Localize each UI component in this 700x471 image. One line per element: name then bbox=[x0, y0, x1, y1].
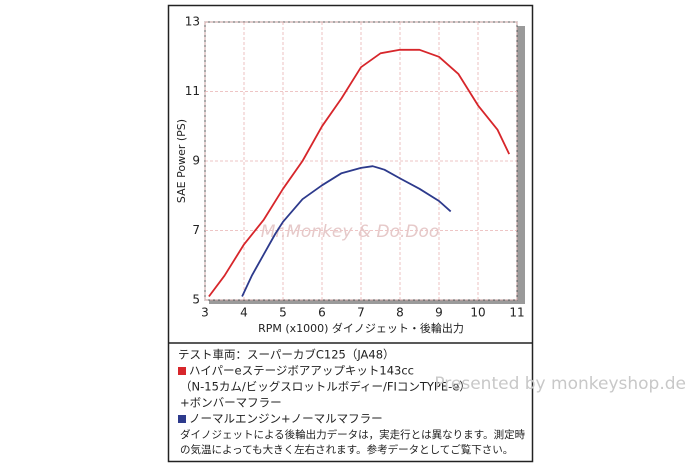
y-tick-label: 11 bbox=[185, 84, 200, 98]
y-axis-label: SAE Power (PS) bbox=[175, 119, 188, 203]
x-axis-label: RPM (x1000) ダイノジェット・後輪出力 bbox=[258, 321, 464, 335]
legend-swatch bbox=[178, 415, 186, 423]
legend-note: （N-15カム/ビッグスロットルボディー/FIコンTYPE-e） bbox=[180, 380, 471, 394]
x-tick-label: 7 bbox=[357, 306, 365, 320]
chart-watermark: Mr.Monkey & Do.Doo bbox=[261, 222, 440, 242]
y-tick-label: 7 bbox=[192, 223, 200, 237]
x-tick-label: 3 bbox=[201, 306, 209, 320]
watermark: Presented by monkeyshop.de bbox=[434, 374, 686, 394]
series-line bbox=[241, 165, 452, 297]
legend-swatch bbox=[178, 367, 186, 375]
y-tick-label: 9 bbox=[192, 154, 200, 168]
series-line bbox=[208, 48, 511, 298]
legend-title: テスト車両：スーパーカブC125（JA48） bbox=[178, 348, 395, 362]
x-tick-label: 8 bbox=[396, 306, 404, 320]
y-tick-label: 13 bbox=[185, 15, 200, 29]
x-tick-label: 4 bbox=[240, 306, 248, 320]
x-tick-label: 5 bbox=[279, 306, 287, 320]
disclaimer: ダイノジェットによる後輪出力データは，実走行とは異なります。測定時 bbox=[180, 428, 526, 441]
x-tick-label: 11 bbox=[509, 306, 524, 320]
disclaimer: の気温によっても大きく左右されます。参考データとしてご覧下さい。 bbox=[180, 443, 513, 456]
legend-label: ノーマルエンジン+ノーマルマフラー bbox=[189, 412, 383, 426]
x-tick-label: 10 bbox=[470, 306, 485, 320]
legend-note: +ボンバーマフラー bbox=[180, 396, 282, 410]
x-tick-label: 6 bbox=[318, 306, 326, 320]
y-tick-label: 5 bbox=[192, 293, 200, 307]
legend-label: ハイパーeステージボアアップキット143cc bbox=[189, 364, 414, 378]
x-tick-label: 9 bbox=[435, 306, 443, 320]
